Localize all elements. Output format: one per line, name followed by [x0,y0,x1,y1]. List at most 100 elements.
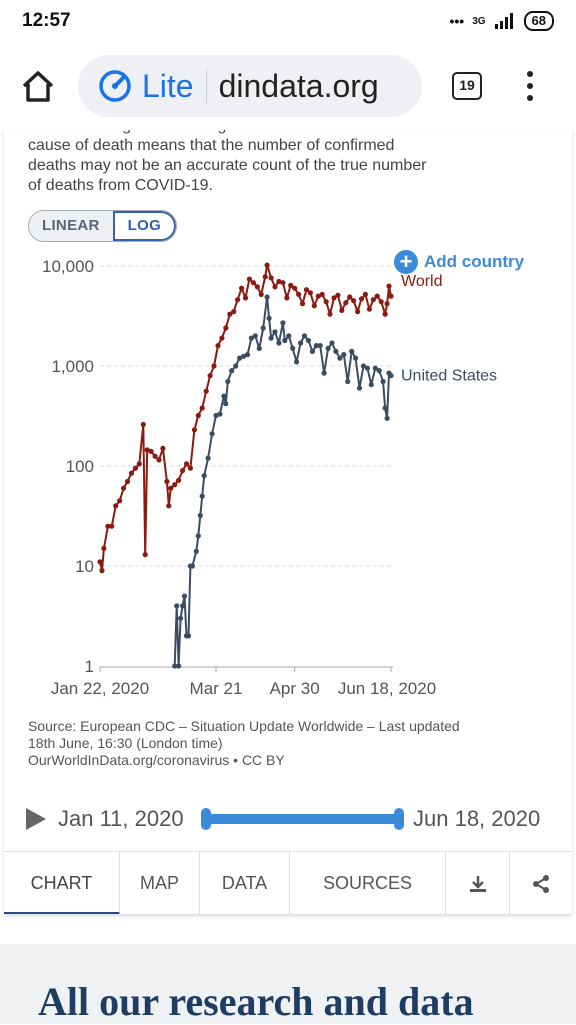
share-button[interactable] [510,852,572,914]
data-point[interactable] [176,477,182,483]
data-point[interactable] [347,294,353,300]
data-point[interactable] [164,478,170,485]
data-point[interactable] [187,465,193,471]
data-point[interactable] [329,340,335,346]
play-icon[interactable] [26,808,46,830]
download-button[interactable] [446,852,510,914]
data-point[interactable] [376,368,382,374]
data-point[interactable] [323,299,329,305]
data-point[interactable] [205,455,211,461]
log-scale-button[interactable]: LOG [112,211,177,241]
data-point[interactable] [386,283,392,289]
data-point[interactable] [368,382,374,388]
data-point[interactable] [176,663,182,669]
data-point[interactable] [168,485,174,491]
data-point[interactable] [341,352,347,358]
data-point[interactable] [219,335,225,341]
data-point[interactable] [172,482,178,488]
tab-switcher-button[interactable]: 19 [452,72,482,100]
data-point[interactable] [360,363,367,369]
data-point[interactable] [303,287,310,293]
address-bar[interactable]: Lite dindata.org [78,55,422,117]
data-point[interactable] [144,447,150,453]
data-point[interactable] [197,512,203,519]
add-country-button[interactable]: + Add country [394,250,524,274]
data-point[interactable] [117,498,123,504]
legend-label-united-states[interactable]: United States [401,368,497,385]
data-point[interactable] [180,468,186,474]
data-point[interactable] [268,275,274,281]
data-point[interactable] [272,329,278,335]
data-point[interactable] [246,276,252,282]
data-point[interactable] [276,340,282,346]
data-point[interactable] [382,405,388,411]
data-point[interactable] [290,345,296,351]
data-point[interactable] [388,373,394,379]
data-point[interactable] [193,548,199,554]
url-text[interactable]: dindata.org [218,67,379,104]
data-point[interactable] [282,337,288,344]
data-point[interactable] [268,335,274,341]
data-point[interactable] [296,291,302,297]
data-point[interactable] [264,294,270,300]
data-point[interactable] [266,315,272,321]
data-point[interactable] [225,378,231,385]
timeline-end-handle[interactable] [394,808,404,830]
data-point[interactable] [203,388,209,394]
data-point[interactable] [113,503,119,509]
data-point[interactable] [345,378,351,385]
timeline-start-handle[interactable] [201,808,211,830]
legend-label-world[interactable]: World [401,273,443,290]
tab-sources[interactable]: SOURCES [290,852,446,914]
data-point[interactable] [333,348,339,354]
data-point[interactable] [309,348,315,354]
data-point[interactable] [217,411,223,417]
data-point[interactable] [380,378,386,385]
data-point[interactable] [180,603,186,609]
data-point[interactable] [199,405,205,411]
data-point[interactable] [99,568,105,574]
data-point[interactable] [181,593,188,599]
data-point[interactable] [201,473,207,479]
data-point[interactable] [349,348,355,354]
deaths-chart[interactable]: 10,000 1,000 100 10 1 Jan 22, 2020 Mar 21 Apr … [4,248,572,698]
data-point[interactable] [239,285,245,291]
data-point[interactable] [213,412,219,419]
data-point[interactable] [325,345,331,351]
data-point[interactable] [240,353,247,359]
data-point[interactable] [195,533,201,539]
data-point[interactable] [337,355,343,361]
source-link[interactable]: OurWorldInData.org/coronavirus • CC BY [28,752,285,768]
data-point[interactable] [209,431,215,437]
data-point[interactable] [388,293,394,299]
data-point[interactable] [327,311,333,317]
data-point[interactable] [223,325,229,331]
timeline-track[interactable] [204,814,402,824]
data-point[interactable] [362,291,368,297]
data-point[interactable] [109,523,115,529]
tab-map[interactable]: MAP [120,852,200,914]
data-point[interactable] [229,368,235,374]
data-point[interactable] [299,301,306,307]
data-point[interactable] [262,274,268,280]
data-point[interactable] [260,325,266,331]
data-point[interactable] [235,297,241,303]
data-point[interactable] [242,295,249,301]
data-point[interactable] [355,309,361,315]
data-point[interactable] [288,282,294,288]
data-point[interactable] [105,523,111,529]
data-point[interactable] [237,355,243,361]
data-point[interactable] [211,363,217,369]
series-line-united-states[interactable] [173,296,392,667]
data-point[interactable] [258,291,264,297]
data-point[interactable] [301,333,308,339]
data-point[interactable] [207,373,213,379]
data-point[interactable] [174,603,180,609]
data-point[interactable] [128,470,135,476]
data-point[interactable] [199,493,205,499]
data-point[interactable] [276,278,282,285]
data-point[interactable] [233,363,239,369]
data-point[interactable] [160,445,166,451]
data-point[interactable] [252,333,258,339]
data-point[interactable] [353,355,359,361]
